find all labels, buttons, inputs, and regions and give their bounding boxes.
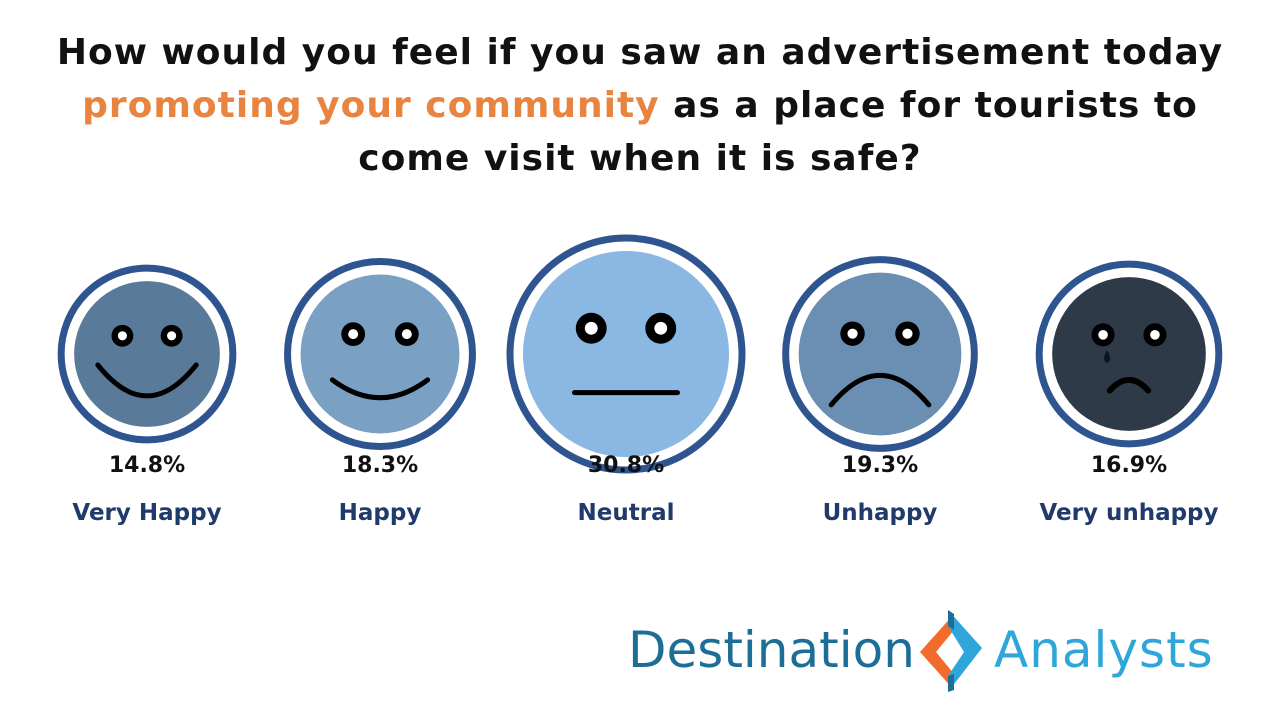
face-ring xyxy=(506,234,746,474)
left-eye-highlight xyxy=(584,321,598,335)
left-eye-highlight xyxy=(117,331,127,341)
right-eye-highlight xyxy=(167,331,177,341)
happy-face-icon xyxy=(284,258,476,450)
category-label: Very Happy xyxy=(72,500,221,526)
diamond-logo-icon xyxy=(920,610,982,692)
right-eye-highlight xyxy=(401,329,412,340)
chart-title: How would you feel if you saw an adverti… xyxy=(40,26,1240,185)
face-disc xyxy=(523,251,729,457)
logo-word-analysts: Analysts xyxy=(994,621,1214,679)
left-eye-highlight xyxy=(348,329,359,340)
value-label: 16.9% xyxy=(1091,453,1167,478)
right-eye-highlight xyxy=(902,328,913,339)
left-eye-highlight xyxy=(1098,329,1108,340)
face-disc xyxy=(300,274,460,434)
category-label: Unhappy xyxy=(823,500,938,526)
very-happy-face-icon xyxy=(57,264,237,444)
category-label: Very unhappy xyxy=(1039,500,1218,526)
face-disc xyxy=(74,281,220,427)
mouth xyxy=(329,377,431,401)
unhappy-face-icon xyxy=(782,256,978,452)
title-part-2: as a place for tourists to come visit wh… xyxy=(358,85,1198,179)
face-disc xyxy=(1052,277,1206,431)
value-label: 19.3% xyxy=(842,453,918,478)
face-ring xyxy=(284,258,476,450)
value-label: 18.3% xyxy=(342,453,418,478)
value-label: 30.8% xyxy=(588,453,664,478)
destination-analysts-logo: Destination Analysts xyxy=(628,602,1248,702)
right-eye-highlight xyxy=(654,321,668,335)
title-highlight: promoting your community xyxy=(82,85,660,126)
category-label: Neutral xyxy=(578,500,675,526)
right-eye-highlight xyxy=(1150,329,1160,340)
face-ring xyxy=(57,264,237,444)
value-label: 14.8% xyxy=(109,453,185,478)
title-part-1: How would you feel if you saw an adverti… xyxy=(56,32,1224,73)
very-unhappy-face-icon xyxy=(1035,260,1223,448)
face-ring xyxy=(782,256,978,452)
face-ring xyxy=(1035,260,1223,448)
logo-word-destination: Destination xyxy=(628,621,915,679)
mouth xyxy=(95,362,199,399)
left-eye-highlight xyxy=(847,328,858,339)
category-label: Happy xyxy=(339,500,422,526)
tear-icon xyxy=(1104,350,1111,364)
neutral-face-icon xyxy=(506,234,746,474)
mouth xyxy=(1106,376,1152,394)
face-chart: 14.8% Very Happy 18.3% Happy 30.8% Neutral 19.… xyxy=(57,234,1223,526)
mouth xyxy=(828,372,932,408)
face-disc xyxy=(798,272,962,436)
